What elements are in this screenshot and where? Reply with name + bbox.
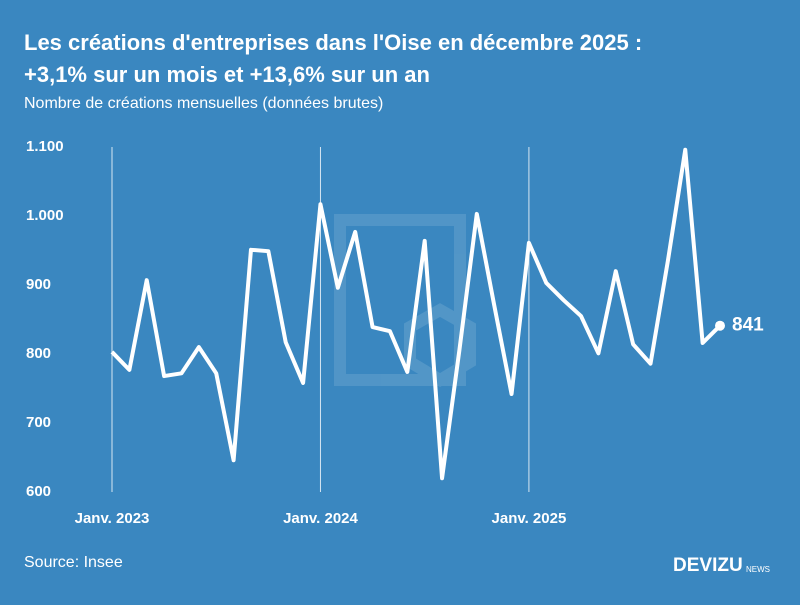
x-tick-label: Janv. 2024 [283,510,358,527]
y-tick-label: 1.100 [26,138,64,155]
end-point [715,320,725,331]
brand: DEVIZU [673,555,743,576]
y-tick-label: 800 [26,345,51,362]
chart-subtitle: Nombre de créations mensuelles (données … [24,95,383,112]
line [110,147,722,481]
data-label: 841 [732,315,764,336]
chart-title: Les créations d'entreprises dans l'Oise … [24,30,642,55]
y-tick-label: 700 [26,414,51,431]
x-tick-label: Janv. 2023 [75,510,150,527]
y-tick-label: 600 [26,483,51,500]
y-tick-label: 1.000 [26,207,64,224]
brand-suffix: NEWS [746,565,770,574]
source: Source: Insee [24,554,123,571]
watermark [334,214,476,387]
y-tick-label: 900 [26,276,51,293]
chart-title: +3,1% sur un mois et +13,6% sur un an [24,62,430,87]
x-tick-label: Janv. 2025 [492,510,567,527]
